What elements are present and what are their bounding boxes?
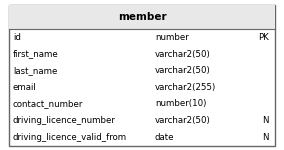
Text: email: email	[13, 83, 37, 92]
Text: number: number	[155, 33, 189, 42]
Text: N: N	[262, 133, 268, 142]
Text: contact_number: contact_number	[13, 99, 83, 108]
Text: number(10): number(10)	[155, 99, 206, 108]
Text: date: date	[155, 133, 174, 142]
Text: varchar2(50): varchar2(50)	[155, 66, 210, 75]
Text: varchar2(50): varchar2(50)	[155, 50, 210, 59]
Text: driving_licence_number: driving_licence_number	[13, 116, 116, 125]
Text: first_name: first_name	[13, 50, 59, 59]
Text: varchar2(255): varchar2(255)	[155, 83, 216, 92]
Text: id: id	[13, 33, 21, 42]
Text: varchar2(50): varchar2(50)	[155, 116, 210, 125]
Text: member: member	[118, 12, 166, 22]
Text: N: N	[262, 116, 268, 125]
Bar	[9, 4, 275, 29]
Text: PK: PK	[258, 33, 268, 42]
Text: driving_licence_valid_from: driving_licence_valid_from	[13, 133, 127, 142]
Text: last_name: last_name	[13, 66, 57, 75]
